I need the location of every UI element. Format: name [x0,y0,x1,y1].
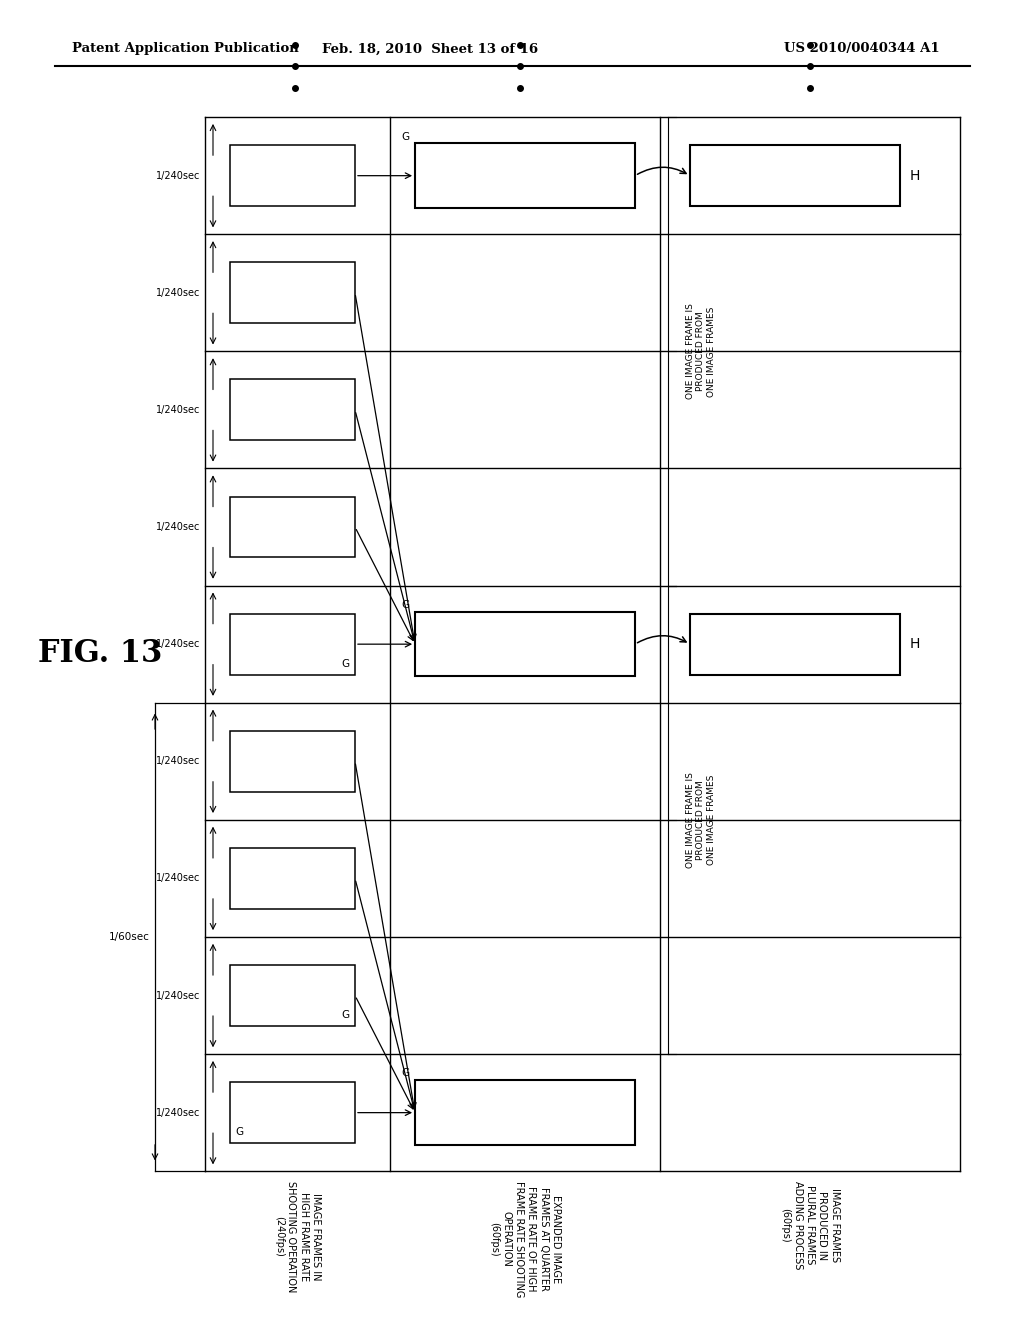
Bar [230,1082,355,1143]
Text: IMAGE FRAMES
PRODUCED IN
PLURAL FRAMES
ADDING PROCESS
(60fps): IMAGE FRAMES PRODUCED IN PLURAL FRAMES A… [780,1181,840,1270]
Text: 1/240sec: 1/240sec [156,874,200,883]
Bar [230,145,355,206]
Bar [230,847,355,909]
Bar [415,612,635,676]
Text: 1/240sec: 1/240sec [156,639,200,649]
Text: US 2010/0040344 A1: US 2010/0040344 A1 [784,42,940,55]
Text: 1/240sec: 1/240sec [156,990,200,1001]
Text: G: G [234,1127,243,1138]
Text: G: G [342,659,350,669]
Bar [230,965,355,1026]
Text: G: G [342,1010,350,1020]
Text: IMAGE FRAMES IN
HIGH FRAME RATE
SHOOTING OPERATION
(240fps): IMAGE FRAMES IN HIGH FRAME RATE SHOOTING… [273,1181,322,1292]
Text: Feb. 18, 2010  Sheet 13 of 16: Feb. 18, 2010 Sheet 13 of 16 [322,42,538,55]
Text: 1/240sec: 1/240sec [156,288,200,298]
Text: G: G [401,132,410,141]
Text: EXPANDED IMAGE
FRAMES AT QUARTER
FRAME RATE OF HIGH
FRAME RATE SHOOTING
OPERATIO: EXPANDED IMAGE FRAMES AT QUARTER FRAME R… [489,1181,561,1298]
Text: FIG. 13: FIG. 13 [38,639,162,669]
Text: G: G [401,601,410,610]
Text: G: G [401,1068,410,1078]
Text: 1/60sec: 1/60sec [110,932,150,942]
Text: 1/240sec: 1/240sec [156,521,200,532]
Text: H: H [910,169,921,182]
Bar [230,263,355,323]
Text: 1/240sec: 1/240sec [156,756,200,767]
Text: 1/240sec: 1/240sec [156,1107,200,1118]
Bar [415,144,635,207]
Text: 1/240sec: 1/240sec [156,405,200,414]
Bar [415,1081,635,1144]
Bar [230,731,355,792]
Bar [230,496,355,557]
Bar [690,614,900,675]
Text: 1/240sec: 1/240sec [156,170,200,181]
Text: H: H [910,638,921,651]
Text: ONE IMAGE FRAME IS
PRODUCED FROM
ONE IMAGE FRAMES: ONE IMAGE FRAME IS PRODUCED FROM ONE IMA… [686,772,716,867]
Text: ONE IMAGE FRAME IS
PRODUCED FROM
ONE IMAGE FRAMES: ONE IMAGE FRAME IS PRODUCED FROM ONE IMA… [686,304,716,399]
Text: Patent Application Publication: Patent Application Publication [72,42,299,55]
Bar [230,379,355,441]
Bar [690,145,900,206]
Bar [230,614,355,675]
